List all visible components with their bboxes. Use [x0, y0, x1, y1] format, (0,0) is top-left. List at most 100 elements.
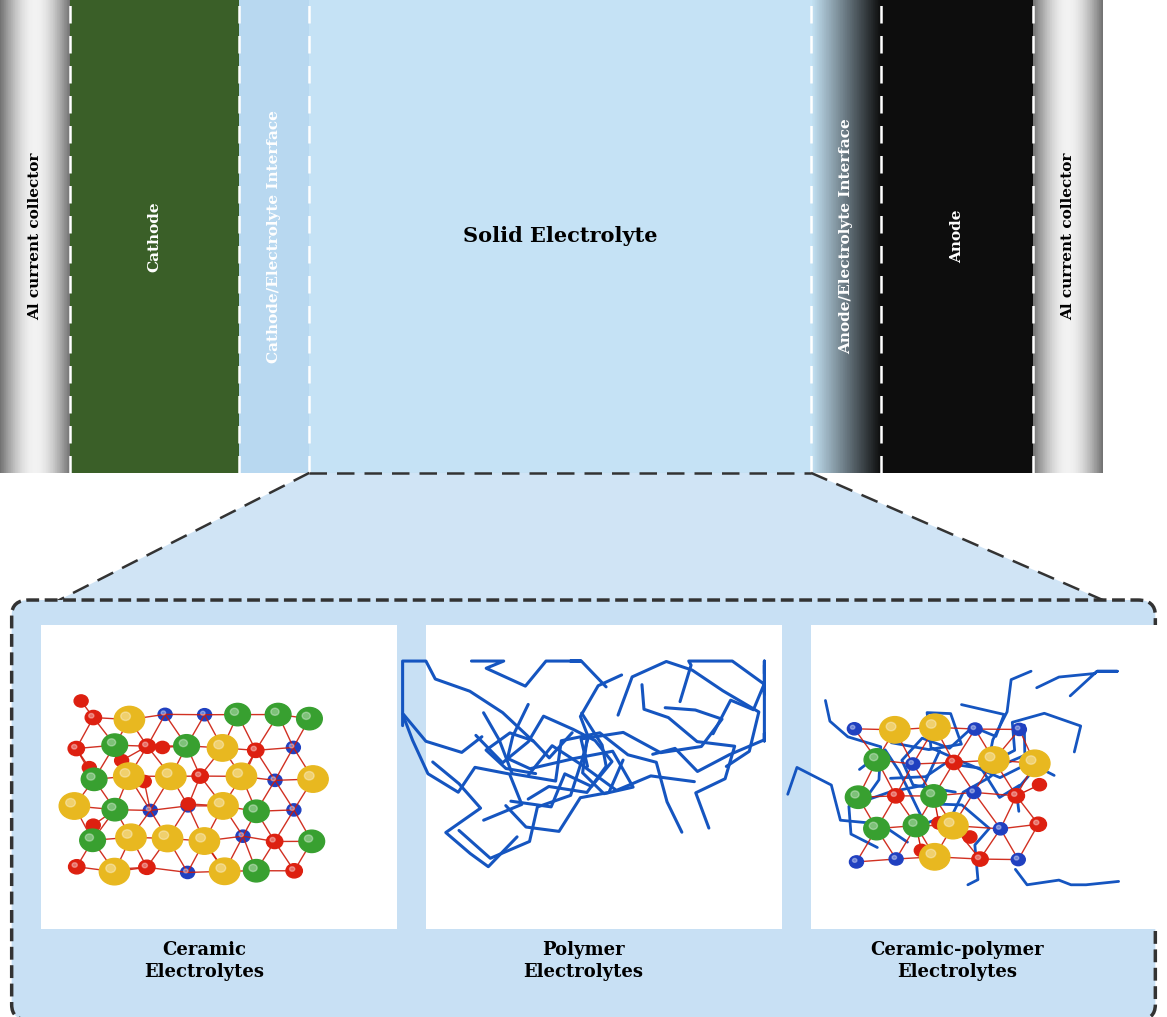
- Bar: [1081, 0, 1082, 473]
- Bar: [812, 0, 813, 473]
- Circle shape: [65, 798, 76, 806]
- Circle shape: [225, 704, 251, 726]
- Text: Al current collector: Al current collector: [28, 153, 42, 320]
- Bar: [866, 0, 867, 473]
- Circle shape: [1020, 751, 1050, 777]
- Circle shape: [181, 797, 195, 810]
- Circle shape: [89, 714, 93, 718]
- Bar: [30, 0, 32, 473]
- Bar: [15, 0, 16, 473]
- Circle shape: [909, 819, 917, 826]
- Bar: [1071, 0, 1072, 473]
- Bar: [23, 0, 26, 473]
- Bar: [1090, 0, 1091, 473]
- Bar: [1060, 0, 1061, 473]
- Bar: [826, 0, 827, 473]
- Circle shape: [851, 725, 855, 729]
- Bar: [37, 0, 40, 473]
- Circle shape: [155, 741, 169, 754]
- Bar: [1034, 0, 1035, 473]
- Bar: [868, 0, 869, 473]
- Bar: [843, 0, 844, 473]
- Bar: [14, 0, 15, 473]
- Circle shape: [976, 855, 980, 859]
- Circle shape: [271, 777, 275, 781]
- Bar: [875, 0, 876, 473]
- Bar: [860, 0, 861, 473]
- Circle shape: [920, 843, 950, 870]
- Bar: [23, 0, 25, 473]
- Bar: [826, 0, 827, 473]
- Bar: [1068, 0, 1069, 473]
- Bar: [1042, 0, 1043, 473]
- Circle shape: [244, 859, 270, 882]
- Circle shape: [114, 755, 128, 767]
- Circle shape: [85, 834, 93, 841]
- Circle shape: [286, 741, 300, 754]
- Bar: [857, 0, 858, 473]
- Bar: [881, 0, 1033, 473]
- Bar: [1041, 0, 1042, 473]
- Circle shape: [209, 858, 239, 885]
- Bar: [862, 0, 864, 473]
- Bar: [837, 0, 838, 473]
- Bar: [58, 0, 60, 473]
- Bar: [2, 0, 4, 473]
- Bar: [1091, 0, 1092, 473]
- Bar: [869, 0, 871, 473]
- Circle shape: [86, 819, 100, 831]
- Bar: [848, 0, 850, 473]
- Circle shape: [888, 789, 904, 803]
- Circle shape: [107, 738, 116, 745]
- Bar: [824, 0, 825, 473]
- Circle shape: [196, 834, 205, 842]
- Bar: [876, 0, 878, 473]
- Text: Ceramic
Electrolytes: Ceramic Electrolytes: [145, 941, 264, 981]
- Circle shape: [155, 763, 186, 789]
- Bar: [1044, 0, 1046, 473]
- Bar: [1083, 0, 1084, 473]
- Circle shape: [949, 759, 955, 763]
- Bar: [1084, 0, 1085, 473]
- Bar: [1063, 0, 1064, 473]
- Bar: [55, 0, 56, 473]
- Bar: [1053, 0, 1054, 473]
- Bar: [43, 0, 44, 473]
- Circle shape: [180, 739, 188, 746]
- Bar: [34, 0, 35, 473]
- Circle shape: [305, 772, 314, 780]
- Circle shape: [985, 753, 995, 761]
- Circle shape: [299, 830, 324, 852]
- Circle shape: [287, 803, 301, 816]
- Bar: [1091, 0, 1092, 473]
- Bar: [20, 0, 21, 473]
- Bar: [1057, 0, 1058, 473]
- Bar: [827, 0, 829, 473]
- Bar: [16, 0, 19, 473]
- Bar: [834, 0, 836, 473]
- Bar: [63, 0, 64, 473]
- Bar: [1035, 0, 1036, 473]
- Bar: [813, 0, 815, 473]
- Bar: [1044, 0, 1046, 473]
- Bar: [865, 0, 866, 473]
- Bar: [49, 0, 50, 473]
- Bar: [813, 0, 815, 473]
- Bar: [1069, 0, 1070, 473]
- Bar: [69, 0, 70, 473]
- Bar: [858, 0, 859, 473]
- Bar: [1074, 0, 1076, 473]
- Bar: [1036, 0, 1037, 473]
- Bar: [1081, 0, 1083, 473]
- Bar: [1088, 0, 1090, 473]
- Bar: [861, 0, 862, 473]
- Bar: [1082, 0, 1083, 473]
- Circle shape: [139, 739, 155, 754]
- Bar: [426, 625, 782, 929]
- Bar: [865, 0, 866, 473]
- Bar: [40, 0, 41, 473]
- Circle shape: [106, 864, 116, 873]
- Bar: [1100, 0, 1102, 473]
- Bar: [0, 0, 1, 473]
- Circle shape: [914, 844, 928, 856]
